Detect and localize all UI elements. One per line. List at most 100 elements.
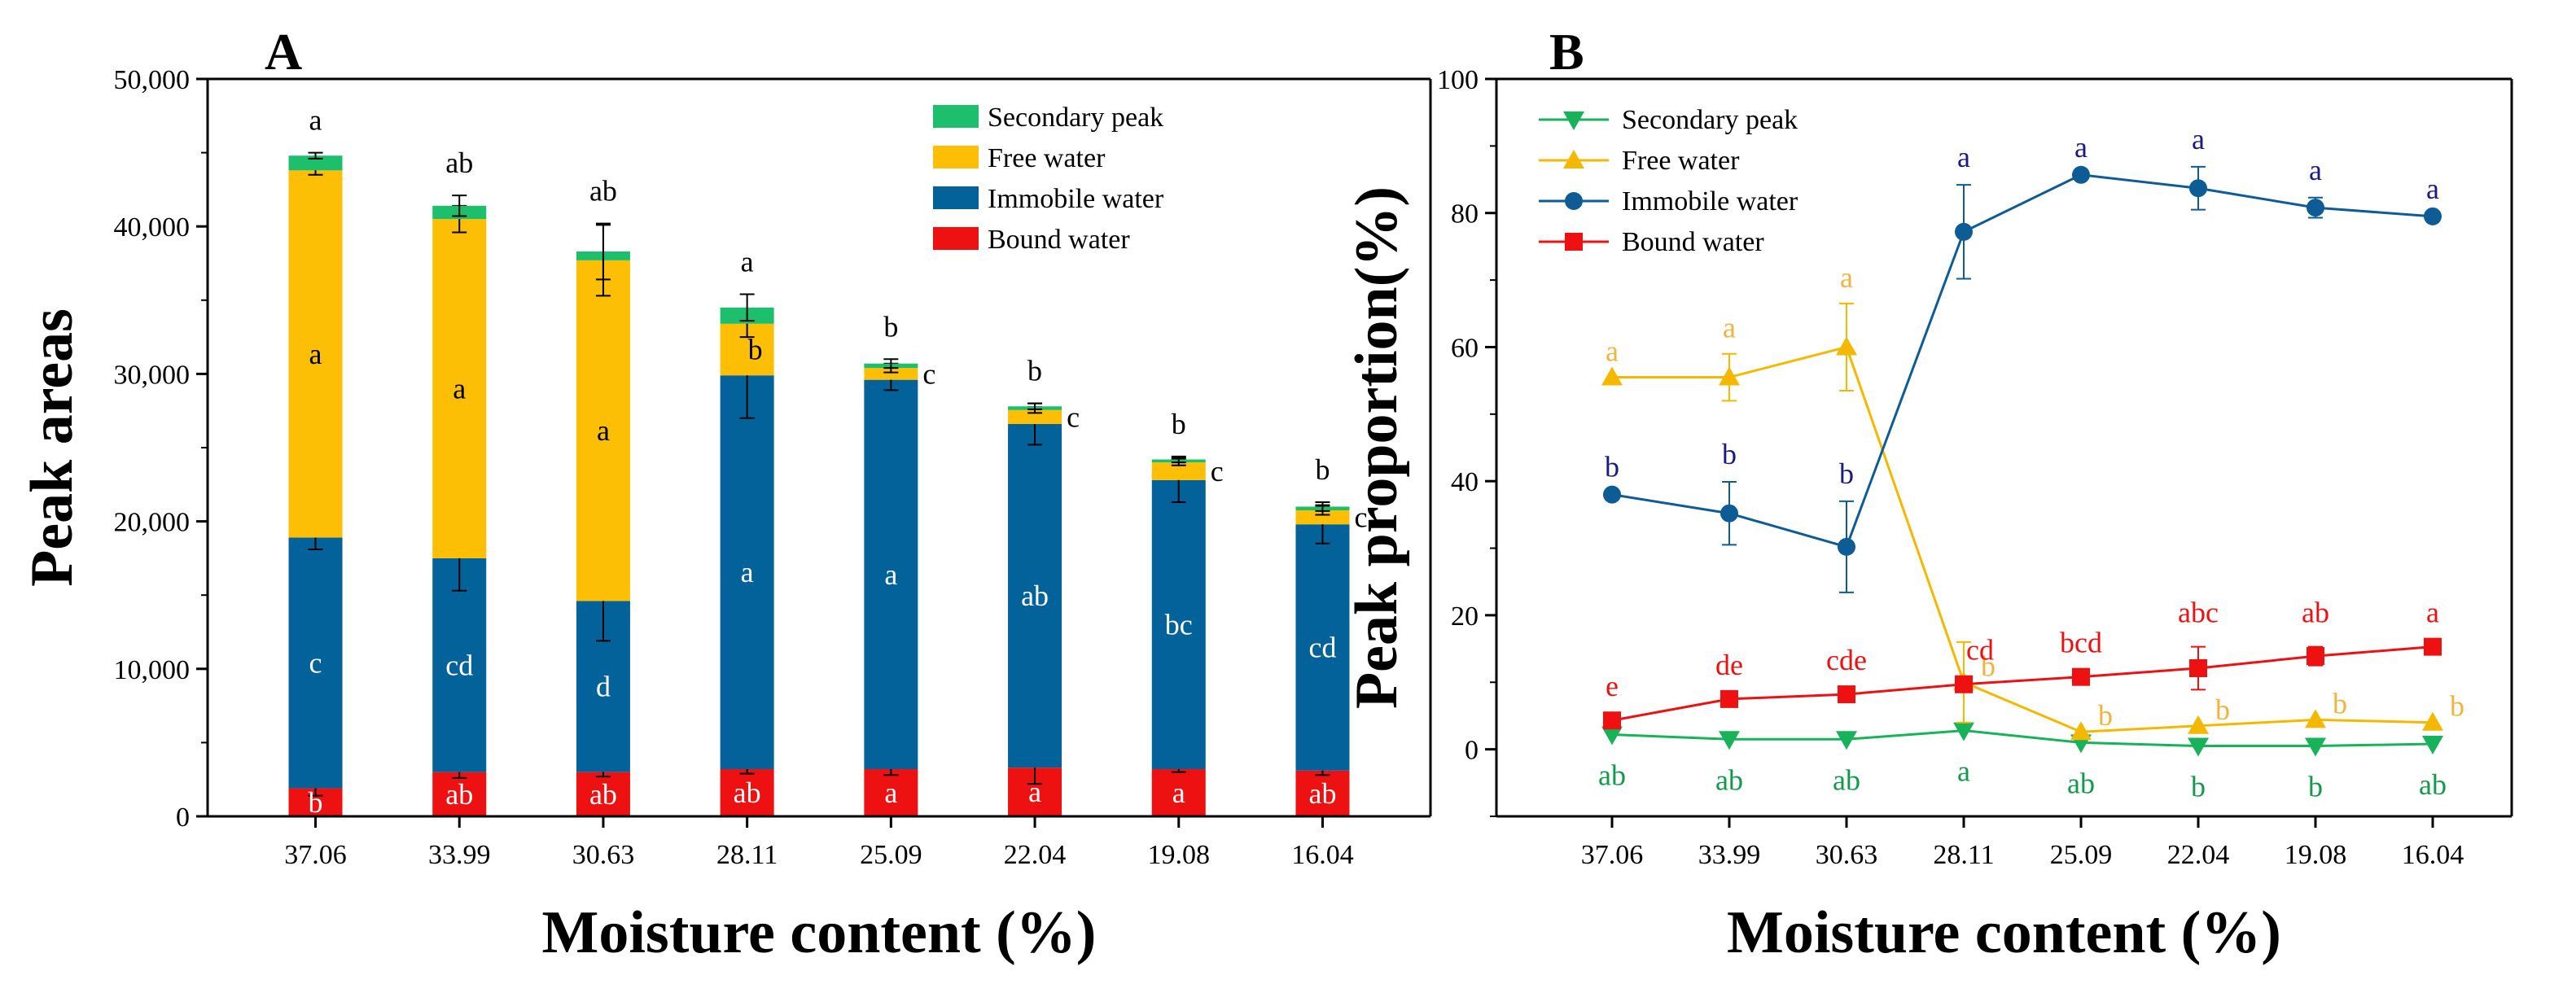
x-tick-label: 33.99	[1698, 840, 1761, 870]
free-water-label: c	[922, 357, 935, 390]
x-tick-label: 28.11	[716, 840, 778, 870]
y-tick-label: 20,000	[114, 508, 191, 538]
free-water-label: b	[2333, 687, 2347, 719]
immobile-water-label: ab	[1021, 579, 1049, 612]
y-tick-label: 30,000	[114, 360, 191, 390]
secondary-peak-label: b	[2191, 771, 2206, 803]
x-axis-title: Moisture content (%)	[542, 899, 1097, 966]
y-tick-label: 100	[1437, 65, 1479, 95]
error-bar	[1027, 402, 1043, 410]
free-water-label: c	[1211, 455, 1224, 488]
data-point	[2072, 667, 2090, 686]
free-water-label: a	[453, 373, 466, 405]
bar-free-water-0	[288, 170, 343, 538]
data-point	[2189, 179, 2207, 198]
free-water-label: b	[2098, 699, 2113, 732]
bar-free-water-2	[576, 260, 630, 601]
x-tick-label: 16.04	[2402, 840, 2464, 870]
x-tick-label: 19.08	[1148, 840, 1211, 870]
secondary-peak-label: ab	[2067, 767, 2095, 799]
bound-water-label: a	[1028, 776, 1041, 808]
y-tick-label: 60	[1451, 333, 1479, 363]
legend-label: Bound water	[988, 225, 1130, 255]
data-point	[1720, 504, 1738, 523]
error-bar	[1171, 455, 1186, 464]
free-water-label: c	[1067, 400, 1080, 433]
secondary-peak-label: ab	[445, 147, 473, 179]
legend-label: Secondary peak	[988, 103, 1163, 133]
free-water-label: c	[1354, 501, 1367, 534]
error-bar	[308, 151, 323, 160]
immobile-water-label: b	[1605, 451, 1619, 483]
data-point	[2305, 737, 2326, 757]
secondary-peak-label: b	[2308, 771, 2323, 803]
x-tick-label: 22.04	[2167, 840, 2230, 870]
y-tick-label: 40,000	[114, 212, 191, 243]
legend-swatch	[933, 146, 979, 168]
x-axis-title: Moisture content (%)	[1727, 899, 2281, 966]
immobile-water-label: a	[741, 556, 754, 588]
data-point	[1953, 722, 1974, 741]
data-point	[2422, 711, 2443, 731]
x-tick-label: 37.06	[1581, 840, 1644, 870]
bound-water-label: bcd	[2060, 627, 2102, 659]
bar-immobile-water-1	[432, 558, 487, 772]
immobile-water-label: d	[596, 671, 611, 703]
y-tick-label: 80	[1451, 199, 1479, 230]
bar-immobile-water-6	[1151, 479, 1206, 770]
x-tick-label: 25.09	[2050, 840, 2113, 870]
x-tick-label: 30.63	[1816, 840, 1878, 870]
legend-marker	[1565, 192, 1583, 210]
free-water-label: a	[597, 414, 610, 447]
secondary-peak-label: ab	[589, 175, 617, 208]
data-point	[1603, 711, 1621, 730]
bar-bound-water-6	[1151, 769, 1206, 816]
secondary-peak-label: b	[1027, 355, 1042, 387]
series-line	[1611, 645, 2434, 722]
bar-bound-water-2	[576, 772, 630, 816]
y-tick-label: 0	[176, 803, 190, 833]
bound-water-label: a	[884, 776, 897, 809]
error-bar	[883, 358, 899, 370]
y-tick-label: 10,000	[114, 655, 191, 685]
data-point	[1603, 485, 1621, 504]
immobile-water-label: cd	[1308, 632, 1336, 664]
bar-bound-water-4	[864, 769, 918, 816]
bound-water-label: ab	[2302, 597, 2329, 629]
x-tick-label: 25.09	[860, 840, 922, 870]
bound-water-label: cde	[1826, 644, 1867, 676]
free-water-label: a	[1840, 261, 1853, 294]
y-axis-title: Peak areas	[19, 308, 85, 587]
series-immobile-water	[1603, 165, 2442, 593]
bound-water-label: e	[1606, 670, 1619, 702]
free-water-label: b	[748, 334, 763, 366]
bar-bound-water-1	[432, 772, 487, 816]
immobile-water-label: a	[2074, 131, 2088, 164]
secondary-peak-label: a	[1957, 755, 1970, 788]
immobile-water-label: a	[2192, 123, 2205, 155]
secondary-peak-label: a	[309, 104, 322, 137]
free-water-label: a	[1723, 312, 1736, 344]
error-bar	[739, 293, 755, 322]
data-point	[1838, 537, 1855, 556]
immobile-water-label: c	[309, 647, 322, 680]
y-axis-title: Peak proportion(%)	[1343, 186, 1410, 709]
panel-label-a: A	[265, 23, 302, 81]
legend-label: Secondary peak	[1622, 105, 1798, 135]
immobile-water-label: a	[884, 558, 897, 591]
bound-water-label: de	[1715, 649, 1743, 681]
series-line	[1611, 729, 2434, 748]
data-point	[2072, 165, 2090, 184]
y-tick-label: 20	[1451, 601, 1479, 632]
data-point	[2424, 637, 2442, 656]
legend-swatch	[933, 227, 979, 250]
x-tick-label: 33.99	[428, 840, 491, 870]
data-point	[2070, 721, 2092, 741]
data-point	[2307, 647, 2324, 666]
legend-label: Bound water	[1622, 227, 1764, 257]
error-bar	[452, 195, 467, 217]
data-point	[1720, 689, 1738, 708]
legend-label: Immobile water	[1622, 186, 1798, 216]
legend-label: Free water	[1622, 146, 1740, 176]
